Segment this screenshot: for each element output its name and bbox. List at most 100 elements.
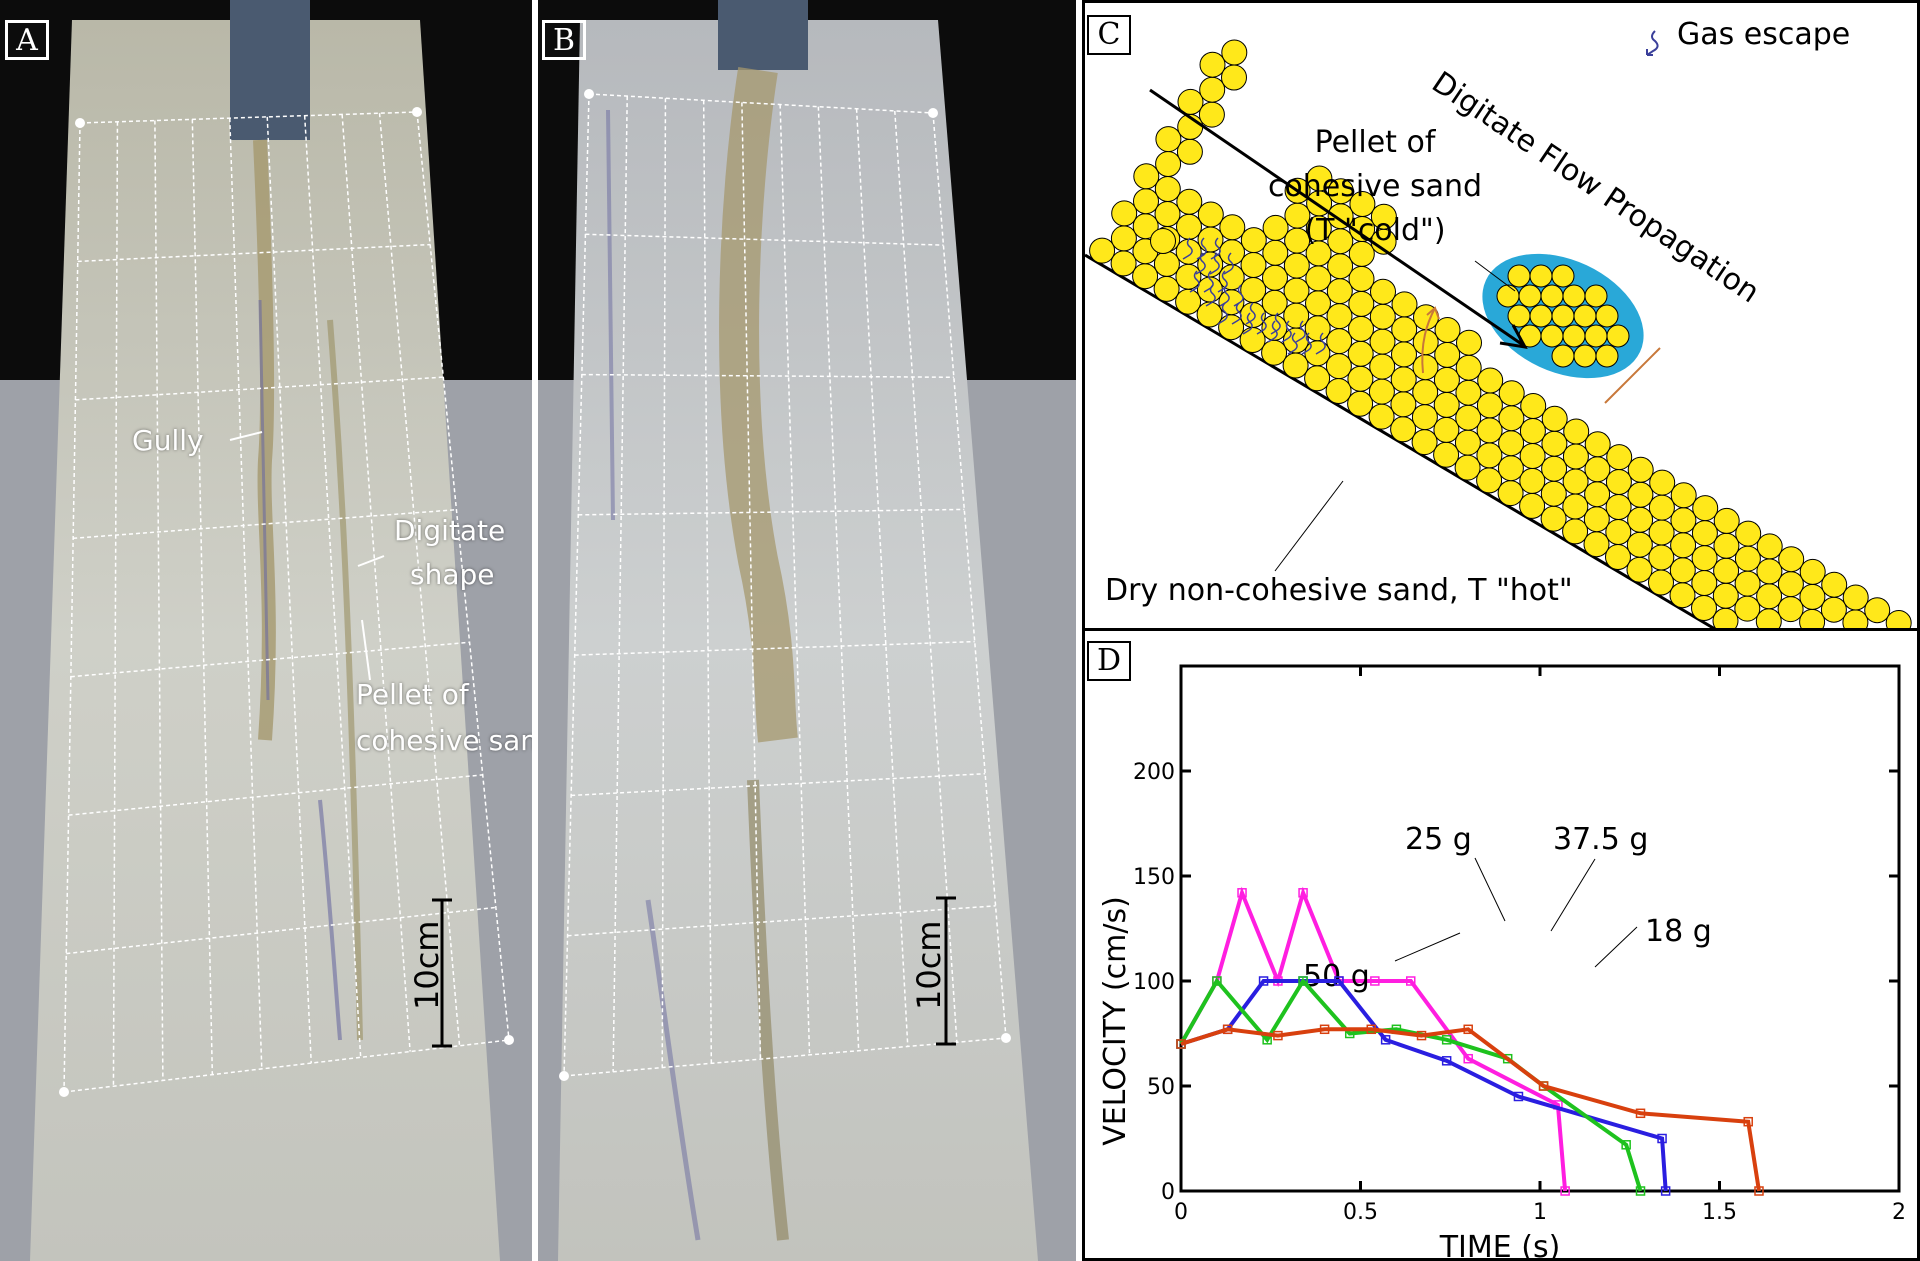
sand-grain (1778, 546, 1805, 573)
sand-grain (1304, 365, 1331, 392)
sand-grain (1390, 366, 1417, 393)
sand-grain (1433, 391, 1460, 418)
pellet-grain (1595, 344, 1619, 368)
leader-line (1394, 932, 1461, 962)
sand-grain (1777, 571, 1804, 598)
sand-grain (1605, 494, 1632, 520)
sand-grain (1306, 165, 1333, 192)
pellet-grain (1540, 284, 1564, 308)
gas-escape-icon (1315, 332, 1326, 355)
sand-grain (1885, 610, 1912, 629)
gas-escape-legend: Gas escape (1677, 17, 1851, 52)
sand-grain (1842, 584, 1869, 611)
sand-grain (1132, 263, 1159, 290)
sand-grain (1283, 252, 1310, 279)
data-point (1441, 1035, 1452, 1045)
gas-escape-icon (1267, 320, 1278, 343)
panel-a-label: A (5, 20, 49, 60)
sand-grain (1692, 495, 1719, 522)
sand-grain (1626, 556, 1653, 583)
sand-grain (1390, 416, 1417, 443)
data-point (1298, 976, 1308, 986)
sand-grain (1368, 378, 1395, 405)
series-line-25g (1179, 977, 1643, 1192)
sand-grain (1110, 250, 1137, 277)
sand-grain (1670, 507, 1697, 534)
data-point (1273, 1030, 1283, 1041)
sand-grain (1734, 595, 1761, 622)
panel-b-label: B (542, 20, 586, 60)
y-axis-label: VELOCITY (cm/s) (1098, 896, 1133, 1146)
pellet-grain (1573, 344, 1597, 368)
sand-grain (1821, 571, 1848, 598)
sand-grain (1712, 582, 1739, 609)
pellet-label-line3: (T "cold") (1304, 213, 1446, 248)
sand-grain (1584, 481, 1611, 508)
sand-grain (1282, 352, 1309, 379)
sand-grain (1153, 250, 1180, 277)
pellet-grain (1507, 264, 1531, 288)
sand-grain (1325, 353, 1352, 380)
grain-flow-diagram (1085, 30, 1912, 629)
sand-grain (1176, 213, 1202, 240)
sand-grain (1540, 480, 1567, 507)
data-point (1258, 976, 1269, 986)
sand-grain (1498, 405, 1525, 432)
sand-grain (1691, 520, 1718, 547)
data-point (1222, 1024, 1233, 1035)
sand-grain (1756, 558, 1783, 585)
series-label: 25 g (1405, 822, 1472, 857)
gas-escape-icon (1295, 320, 1306, 343)
gas-escape-icon (1281, 320, 1292, 343)
sand-grain (1799, 583, 1826, 610)
gas-escape-icon (1217, 302, 1228, 325)
sand-grain (1497, 455, 1524, 482)
data-point (1237, 888, 1247, 898)
sand-grain (1756, 533, 1783, 560)
sand-grain (1713, 532, 1740, 559)
data-point (1513, 1091, 1524, 1102)
sand-grain (1240, 227, 1267, 254)
gas-escape-icon (1205, 284, 1216, 307)
sand-grain (1391, 291, 1418, 318)
sand-grain (1626, 531, 1653, 558)
gas-escape-legend-icon (1646, 30, 1659, 56)
data-point (1370, 976, 1380, 986)
sand-grain (1777, 596, 1804, 623)
sand-grain (1498, 380, 1525, 407)
data-point (1743, 1116, 1753, 1127)
gas-escape-icon (1209, 252, 1220, 275)
sand-grain (1605, 544, 1631, 570)
data-point (1212, 976, 1222, 986)
sand-grain (1154, 201, 1181, 227)
sand-grain (1648, 494, 1675, 521)
plot-frame (1179, 664, 1901, 1193)
sand-grain (1562, 493, 1589, 520)
sand-grain (1412, 379, 1439, 406)
data-point (1176, 1039, 1186, 1049)
sand-grain (1456, 329, 1482, 356)
pellet-label-line1: Pellet of (1314, 125, 1436, 160)
x-tick-label: 2 (1892, 1200, 1906, 1225)
y-tick-label: 0 (1161, 1180, 1175, 1205)
sand-grain (1820, 596, 1847, 623)
sand-grain (1198, 101, 1225, 128)
sand-grain (1562, 468, 1589, 495)
y-tick-label: 50 (1147, 1075, 1175, 1100)
pellet-grain (1551, 304, 1575, 328)
gas-escape-icon (1196, 237, 1207, 260)
sand-grain (1412, 354, 1439, 381)
sand-grain (1327, 253, 1354, 280)
sand-grain (1627, 481, 1654, 508)
pellet-grain (1507, 304, 1531, 328)
gas-escape-icon (1182, 237, 1193, 260)
sand-grain (1155, 151, 1182, 177)
sand-grain (1175, 238, 1202, 265)
gas-escape-icon (1189, 270, 1200, 293)
sand-grain (1476, 442, 1503, 469)
sand-grain (1390, 391, 1417, 418)
data-point (1298, 888, 1308, 898)
sand-grain (1347, 340, 1374, 367)
sand-grain (1305, 290, 1331, 317)
pellet-grain (1606, 324, 1630, 348)
